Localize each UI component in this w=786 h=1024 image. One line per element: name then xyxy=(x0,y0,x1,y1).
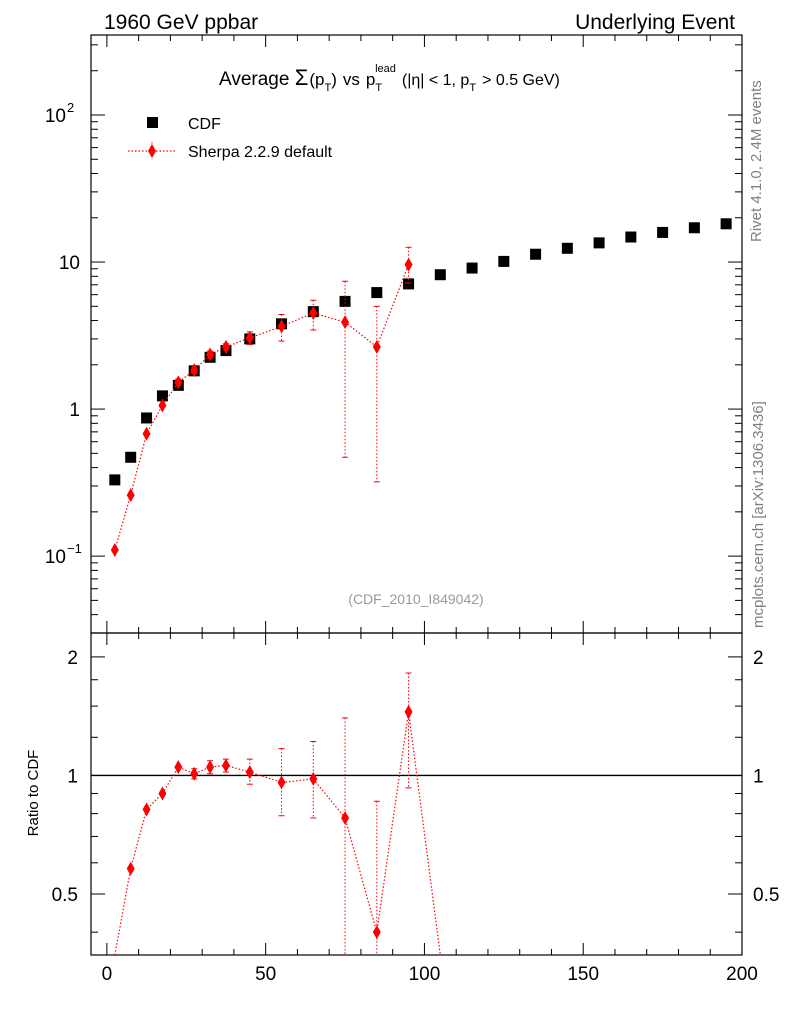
ratio-point xyxy=(404,704,413,719)
title-vs: vs xyxy=(343,70,360,89)
legend-cdf-label: CDF xyxy=(188,116,221,133)
cdf-point xyxy=(434,269,446,281)
sherpa-point xyxy=(190,363,199,378)
sherpa-point xyxy=(309,306,318,321)
sherpa-point xyxy=(126,488,135,503)
cdf-point xyxy=(688,222,700,234)
ratio-point xyxy=(174,760,183,775)
sherpa-line xyxy=(114,264,410,551)
title-sub-t3: T xyxy=(469,82,476,94)
cdf-point xyxy=(156,390,168,402)
y-tick-label: 10 xyxy=(45,547,66,568)
y-tick-exponent: 2 xyxy=(67,100,74,115)
ratio-y-tick-label-right: 2 xyxy=(753,648,764,669)
cdf-point xyxy=(625,231,637,243)
ratio-y-tick-label: 2 xyxy=(67,648,78,669)
title-p: p xyxy=(315,70,324,89)
ratio-point xyxy=(277,775,286,790)
ratio-point xyxy=(341,810,350,825)
ratio-line xyxy=(114,711,441,956)
cdf-point xyxy=(141,412,153,424)
ratio-point xyxy=(309,771,318,786)
y-tick-label: 10 xyxy=(59,253,80,274)
sherpa-point xyxy=(206,347,215,362)
cdf-point xyxy=(466,262,478,274)
sherpa-point xyxy=(404,257,413,272)
rivet-label: Rivet 4.1.0, 2.4M events xyxy=(748,80,765,242)
title-sub-t2: T xyxy=(375,82,382,94)
main-title: Average Σ(pT) vs pTlead(|η| < 1, pT > 0.5 G… xyxy=(219,63,560,94)
sherpa-point xyxy=(174,375,183,390)
title-suffix-a: (|η| < 1, p xyxy=(402,72,470,89)
x-tick-label: 150 xyxy=(567,964,599,985)
cdf-point xyxy=(720,218,732,230)
legend-sherpa-marker xyxy=(148,144,156,158)
sherpa-point xyxy=(110,543,119,558)
ratio-point xyxy=(372,925,381,940)
x-tick-label: 50 xyxy=(255,964,276,985)
ratio-y-tick-label: 1 xyxy=(67,766,78,787)
cdf-point xyxy=(109,474,121,486)
ratio-y-tick-label: 0.5 xyxy=(52,885,78,906)
title-suffix-b: > 0.5 GeV) xyxy=(482,72,560,89)
y-tick-label: 1 xyxy=(69,400,80,421)
cdf-point xyxy=(403,278,415,290)
sherpa-point xyxy=(245,330,254,345)
cdf-point xyxy=(657,226,669,238)
cdf-point xyxy=(339,295,351,307)
sherpa-point xyxy=(277,319,286,334)
title-prefix: Average xyxy=(219,69,295,90)
ratio-point xyxy=(158,786,167,801)
sherpa-point xyxy=(158,398,167,413)
title-sigma: Σ xyxy=(295,65,309,90)
cdf-point xyxy=(561,242,573,254)
ratio-plot-frame xyxy=(90,632,743,956)
title-sup-lead: lead xyxy=(375,63,396,75)
ratio-y-tick-label-right: 1 xyxy=(753,766,764,787)
ratio-point xyxy=(245,765,254,780)
x-tick-label: 0 xyxy=(102,964,113,985)
ratio-point xyxy=(206,760,215,775)
ratio-point xyxy=(142,802,151,817)
analysis-watermark: (CDF_2010_I849042) xyxy=(348,591,483,607)
cdf-point xyxy=(593,237,605,249)
header-left: 1960 GeV ppbar xyxy=(104,11,258,34)
cdf-point xyxy=(530,248,542,260)
legend-sherpa-label: Sherpa 2.2.9 default xyxy=(188,144,333,161)
y-tick-exponent: −1 xyxy=(67,541,82,556)
cdf-point xyxy=(125,451,137,463)
ratio-point xyxy=(190,766,199,781)
ratio-point xyxy=(221,758,230,773)
title-p2: p xyxy=(366,70,375,89)
sherpa-point xyxy=(372,339,381,354)
main-series-layer xyxy=(109,218,732,558)
sherpa-point xyxy=(142,426,151,441)
header-right: Underlying Event xyxy=(575,11,735,34)
ratio-point xyxy=(126,861,135,876)
sherpa-point xyxy=(341,315,350,330)
mcplots-label: mcplots.cern.ch [arXiv:1306.3436] xyxy=(750,401,767,628)
ratio-series-layer xyxy=(114,672,441,956)
ratio-y-tick-label-right: 0.5 xyxy=(753,885,779,906)
legend-cdf-marker xyxy=(147,117,158,128)
x-tick-label: 100 xyxy=(409,964,441,985)
sherpa-point xyxy=(221,339,230,354)
y-tick-label: 10 xyxy=(45,106,66,127)
cdf-point xyxy=(371,287,383,299)
cdf-point xyxy=(498,255,510,267)
x-tick-label: 200 xyxy=(726,964,758,985)
ratio-ylabel: Ratio to CDF xyxy=(25,750,42,837)
title-sub-t: T xyxy=(324,82,331,94)
